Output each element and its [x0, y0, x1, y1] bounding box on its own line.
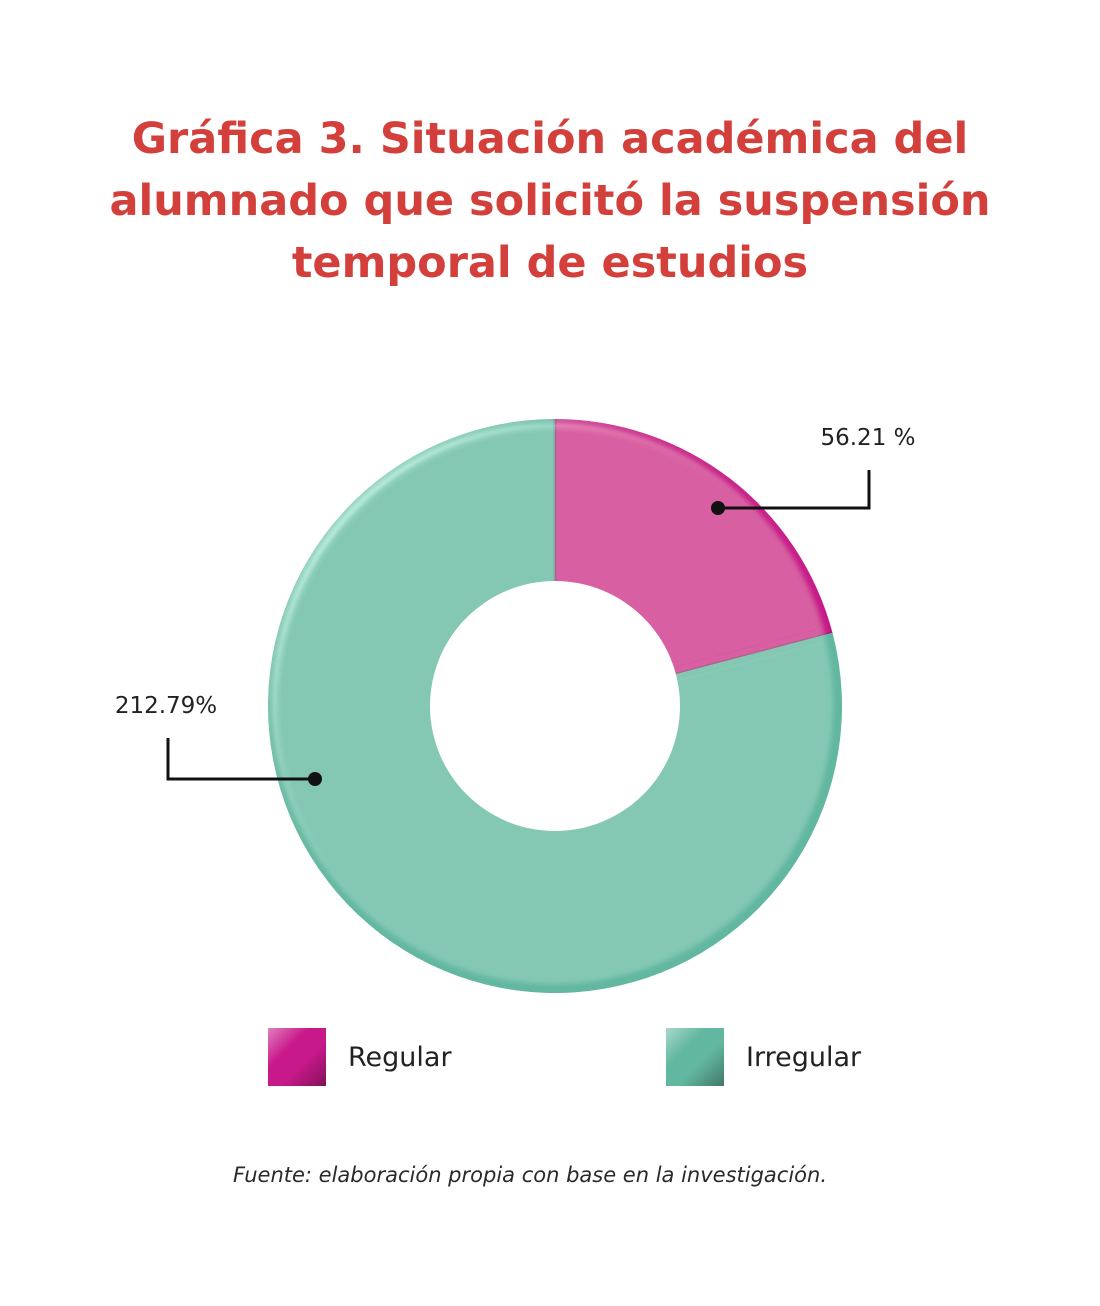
callout-line-irregular [166, 738, 315, 781]
data-label-irregular: 212.79% [115, 693, 217, 719]
callout-dot-irregular [308, 772, 322, 786]
legend-label-irregular: Irregular [746, 1042, 862, 1073]
chart-title-line-1: Gráfica 3. Situación académica del [131, 114, 969, 164]
chart-title-line-3: temporal de estudios [291, 238, 809, 288]
donut-hole [430, 581, 680, 831]
legend-label-regular: Regular [348, 1042, 452, 1073]
chart-title-line-2: alumnado que solicitó la suspensión [109, 176, 991, 226]
source-note: Fuente: elaboración propia con base en l… [232, 1163, 828, 1187]
callouts-layer: 56.21 % 212.79% [115, 425, 916, 786]
legend-swatch-irregular [666, 1028, 724, 1086]
callout-line-regular [718, 470, 871, 510]
legend-swatch-regular [268, 1028, 326, 1086]
chart-title: Gráfica 3. Situación académica del alumn… [100, 108, 1000, 294]
callout-dot-regular [711, 501, 725, 515]
data-label-regular: 56.21 % [820, 425, 915, 451]
